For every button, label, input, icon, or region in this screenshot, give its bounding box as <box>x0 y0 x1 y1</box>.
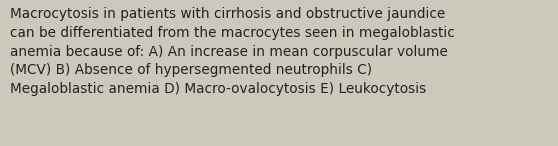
Text: Macrocytosis in patients with cirrhosis and obstructive jaundice
can be differen: Macrocytosis in patients with cirrhosis … <box>10 7 455 96</box>
